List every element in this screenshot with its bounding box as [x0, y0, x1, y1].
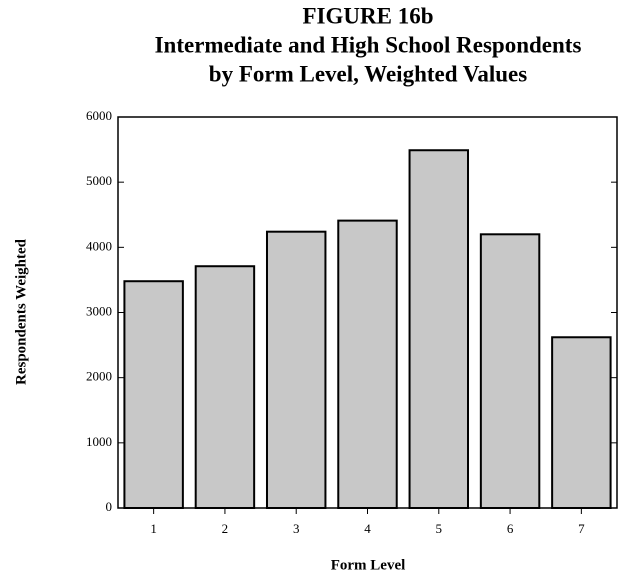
x-tick-label: 5: [436, 521, 443, 536]
x-tick-label: 6: [507, 521, 514, 536]
x-tick-label: 3: [293, 521, 300, 536]
chart-title: by Form Level, Weighted Values: [209, 61, 527, 86]
bar: [408, 149, 470, 510]
bar: [265, 230, 327, 509]
y-tick-label: 5000: [86, 173, 112, 188]
bar: [337, 219, 398, 510]
bar: [194, 265, 256, 509]
x-tick-label: 4: [364, 521, 371, 536]
y-tick-label: 3000: [86, 303, 112, 318]
y-axis-label: Respondents Weighted: [13, 238, 29, 385]
bar: [123, 280, 184, 509]
x-tick-label: 1: [150, 521, 157, 536]
bar: [479, 233, 541, 510]
x-axis-label: Form Level: [331, 557, 406, 573]
bar: [551, 336, 612, 509]
y-tick-label: 6000: [86, 108, 112, 123]
x-tick-label: 2: [222, 521, 229, 536]
y-tick-label: 0: [106, 499, 113, 514]
y-tick-label: 2000: [86, 369, 112, 384]
x-tick-label: 7: [578, 521, 585, 536]
chart-title: FIGURE 16b: [303, 3, 434, 28]
y-tick-label: 4000: [86, 238, 112, 253]
y-tick-label: 1000: [86, 434, 112, 449]
chart-title: Intermediate and High School Respondents: [155, 32, 582, 57]
